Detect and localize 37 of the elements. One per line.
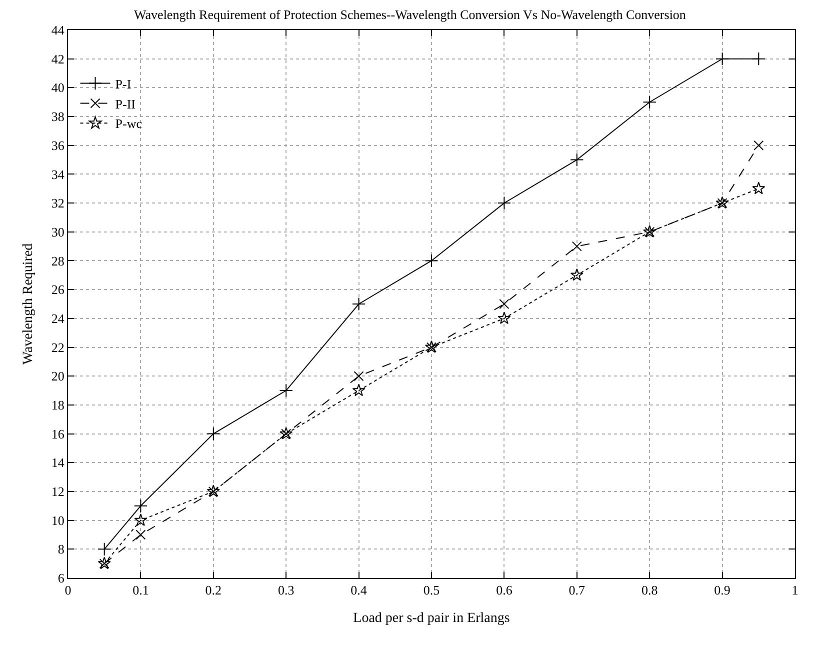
x-tick-label: 0.4 xyxy=(350,582,368,598)
y-axis-title: Wavelength Required xyxy=(21,243,36,365)
y-tick-label: 42 xyxy=(51,51,64,66)
x-tick-label: 0.8 xyxy=(641,582,658,598)
y-tick-label: 18 xyxy=(51,398,64,412)
x-axis-title: Load per s-d pair in Erlangs xyxy=(353,610,510,626)
y-tick-label: 28 xyxy=(51,253,64,268)
x-tick-label: 1 xyxy=(792,582,798,598)
y-tick-label: 34 xyxy=(51,166,65,182)
y-tick-label: 22 xyxy=(51,340,64,355)
legend-label: P-II xyxy=(115,96,136,112)
y-tick-label: 20 xyxy=(51,368,64,384)
legend-label: P-I xyxy=(115,76,132,92)
x-tick-label: 0.3 xyxy=(278,582,294,598)
y-tick-label: 16 xyxy=(51,426,65,442)
y-tick-label: 24 xyxy=(51,310,65,326)
x-tick-label: 0.5 xyxy=(423,582,440,598)
y-tick-label: 32 xyxy=(51,196,64,211)
y-tick-label: 14 xyxy=(51,455,65,470)
y-tick-label: 44 xyxy=(51,22,65,38)
legend-label: P-wc xyxy=(115,116,142,132)
y-tick-label: 40 xyxy=(51,80,64,96)
y-tick-label: 12 xyxy=(51,484,64,500)
x-tick-label: 0.1 xyxy=(132,582,149,598)
y-tick-label: 30 xyxy=(51,224,64,240)
y-tick-label: 38 xyxy=(51,109,64,124)
x-tick-label: 0.9 xyxy=(714,582,730,598)
y-tick-label: 26 xyxy=(51,282,65,298)
x-tick-label: 0.6 xyxy=(496,582,513,598)
y-tick-label: 10 xyxy=(51,512,64,528)
x-tick-label: 0 xyxy=(64,582,72,598)
chart-title: Wavelength Requirement of Protection Schemes--Wavelength Conversion Vs No-Wavelength Conversion xyxy=(134,7,686,22)
y-tick-label: 6 xyxy=(58,570,65,586)
x-tick-label: 0.7 xyxy=(568,582,586,598)
x-tick-label: 0.2 xyxy=(205,582,222,598)
y-tick-label: 36 xyxy=(51,138,65,153)
y-tick-label: 8 xyxy=(58,542,64,557)
